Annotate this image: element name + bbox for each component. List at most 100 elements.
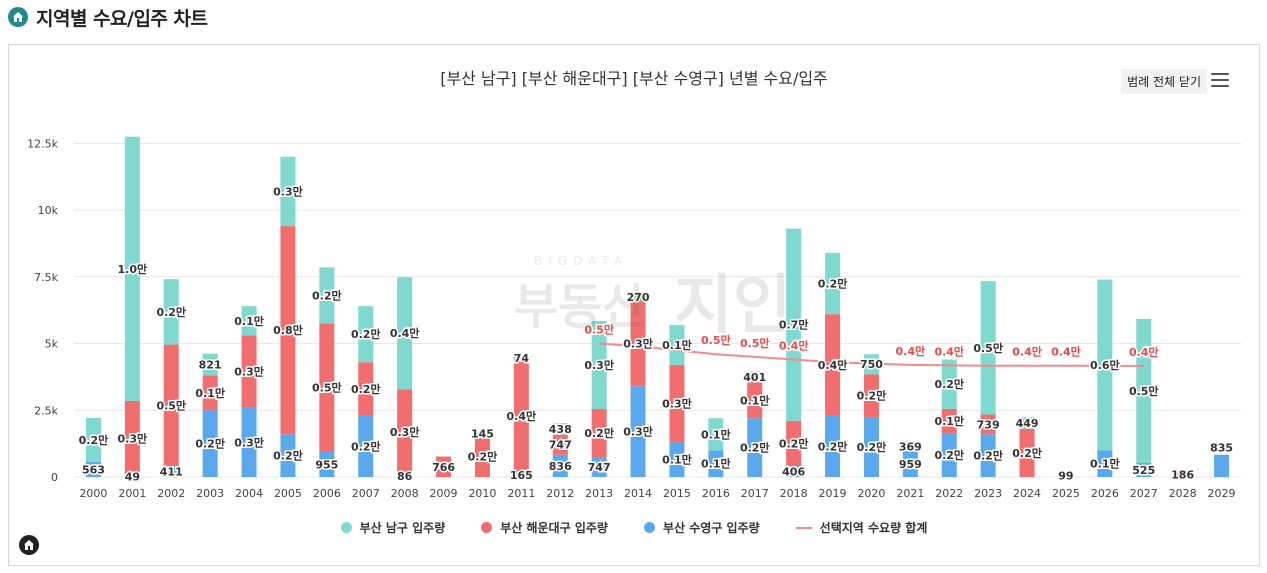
bar-segment [85,417,101,462]
bar-segment [1058,474,1074,477]
bar-segment [124,475,140,477]
bar-segment [513,359,529,473]
bar-segment [280,434,296,477]
bar-data-label: 0.4만 [818,358,848,372]
bar-segment [1175,472,1191,477]
bar-segment [669,364,685,443]
x-tick-label: 2023 [974,487,1002,500]
legend-label: 부산 남구 입주량 [359,521,446,535]
bar-segment [1214,454,1230,477]
bar-data-label: 959 [899,458,922,471]
bar-data-label: 739 [977,418,1000,431]
bar-data-label: 0.2만 [934,448,964,462]
bar-data-label: 0.1만 [740,393,770,407]
legend-label: 선택지역 수요량 합계 [819,521,928,535]
chart-legend: 부산 남구 입주량 부산 해운대구 입주량 부산 수영구 입주량 선택지역 수요… [9,519,1259,536]
x-tick-label: 2017 [741,487,769,500]
x-tick-label: 2011 [507,487,535,500]
legend-marker [643,522,655,533]
bar-segment [786,466,802,477]
bar-segment [902,441,918,452]
demand-data-label: 0.4만 [1012,345,1042,359]
bar-segment [669,324,685,365]
x-tick-label: 2010 [468,487,496,500]
bar-data-label: 0.2만 [740,441,770,455]
bar-data-label: 955 [315,458,338,471]
bar-data-label: 438 [549,423,572,436]
bar-data-label: 0.2만 [973,449,1003,463]
demand-data-label: 0.4만 [896,344,926,358]
bar-segment [747,418,763,477]
bar-segment [319,267,335,324]
bar-data-label: 270 [627,291,650,304]
bar-segment [941,359,957,409]
bar-segment [280,156,296,227]
bar-segment [941,408,957,433]
bar-data-label: 835 [1210,442,1233,455]
bar-data-label: 74 [514,352,530,365]
bar-data-label: 0.2만 [351,382,381,396]
x-tick-label: 2001 [118,487,146,500]
x-tick-label: 2024 [1013,487,1041,500]
bar-data-label: 0.8만 [273,323,303,337]
legend-item-suyeong-gu[interactable]: 부산 수영구 입주량 [643,519,760,536]
x-tick-label: 2029 [1208,487,1236,500]
bar-segment [124,400,140,476]
bar-segment [163,466,179,477]
bar-segment [863,416,879,477]
menu-icon[interactable] [1211,73,1229,87]
bar-segment [552,423,568,435]
bar-segment [241,335,257,408]
bar-segment [241,306,257,336]
legend-marker [340,522,352,533]
bar-data-label: 0.4만 [507,409,537,423]
bar-data-label: 99 [1058,470,1073,483]
x-tick-label: 2028 [1169,487,1197,500]
bar-segment [163,279,179,345]
y-tick-label: 10k [38,204,59,217]
bar-data-label: 0.3만 [623,425,653,439]
legend-toggle-button[interactable]: 범례 전체 닫기 [1121,69,1207,94]
x-tick-label: 2022 [935,487,963,500]
bar-data-label: 0.3만 [273,184,303,198]
bar-data-label: 401 [743,371,766,384]
bar-data-label: 0.7만 [779,318,809,332]
bar-segment [1136,462,1152,477]
x-tick-label: 2020 [857,487,885,500]
bar-segment [397,389,413,475]
x-tick-label: 2018 [780,487,808,500]
legend-item-demand-total[interactable]: 선택지역 수요량 합계 [795,519,928,536]
x-tick-label: 2015 [663,487,691,500]
bar-segment [358,415,374,477]
x-tick-label: 2016 [702,487,730,500]
y-tick-label: 5k [45,338,59,351]
bar-segment [358,306,374,363]
bar-segment [902,451,918,477]
bar-data-label: 0.2만 [79,433,109,447]
bar-segment [1019,416,1035,429]
bar-segment [85,461,101,477]
bar-data-label: 0.3만 [118,431,148,445]
x-tick-label: 2019 [819,487,847,500]
bar-segment [397,474,413,477]
chart-title: [부산 남구] [부산 해운대구] [부산 수영구] 년별 수요/입주 [440,69,828,88]
bar-data-label: 0.1만 [662,453,692,467]
bar-segment [1136,318,1152,463]
x-tick-label: 2003 [196,487,224,500]
bar-data-label: 0.3만 [662,397,692,411]
bar-segment [786,228,802,421]
bar-data-label: 0.2만 [1012,446,1042,460]
legend-label: 부산 수영구 입주량 [662,521,760,535]
bar-data-label: 0.4만 [390,326,420,340]
legend-item-nam-gu[interactable]: 부산 남구 입주량 [340,519,446,536]
bar-data-label: 0.5만 [1129,384,1159,398]
bar-segment [552,434,568,455]
bar-segment [980,434,996,477]
bar-segment [319,451,335,477]
bar-segment [747,382,763,419]
legend-item-haeundae-gu[interactable]: 부산 해운대구 입주량 [481,519,608,536]
x-tick-label: 2004 [235,487,263,500]
bar-data-label: 86 [397,470,413,483]
house-icon [8,7,28,27]
demand-data-label: 0.5만 [740,336,770,350]
